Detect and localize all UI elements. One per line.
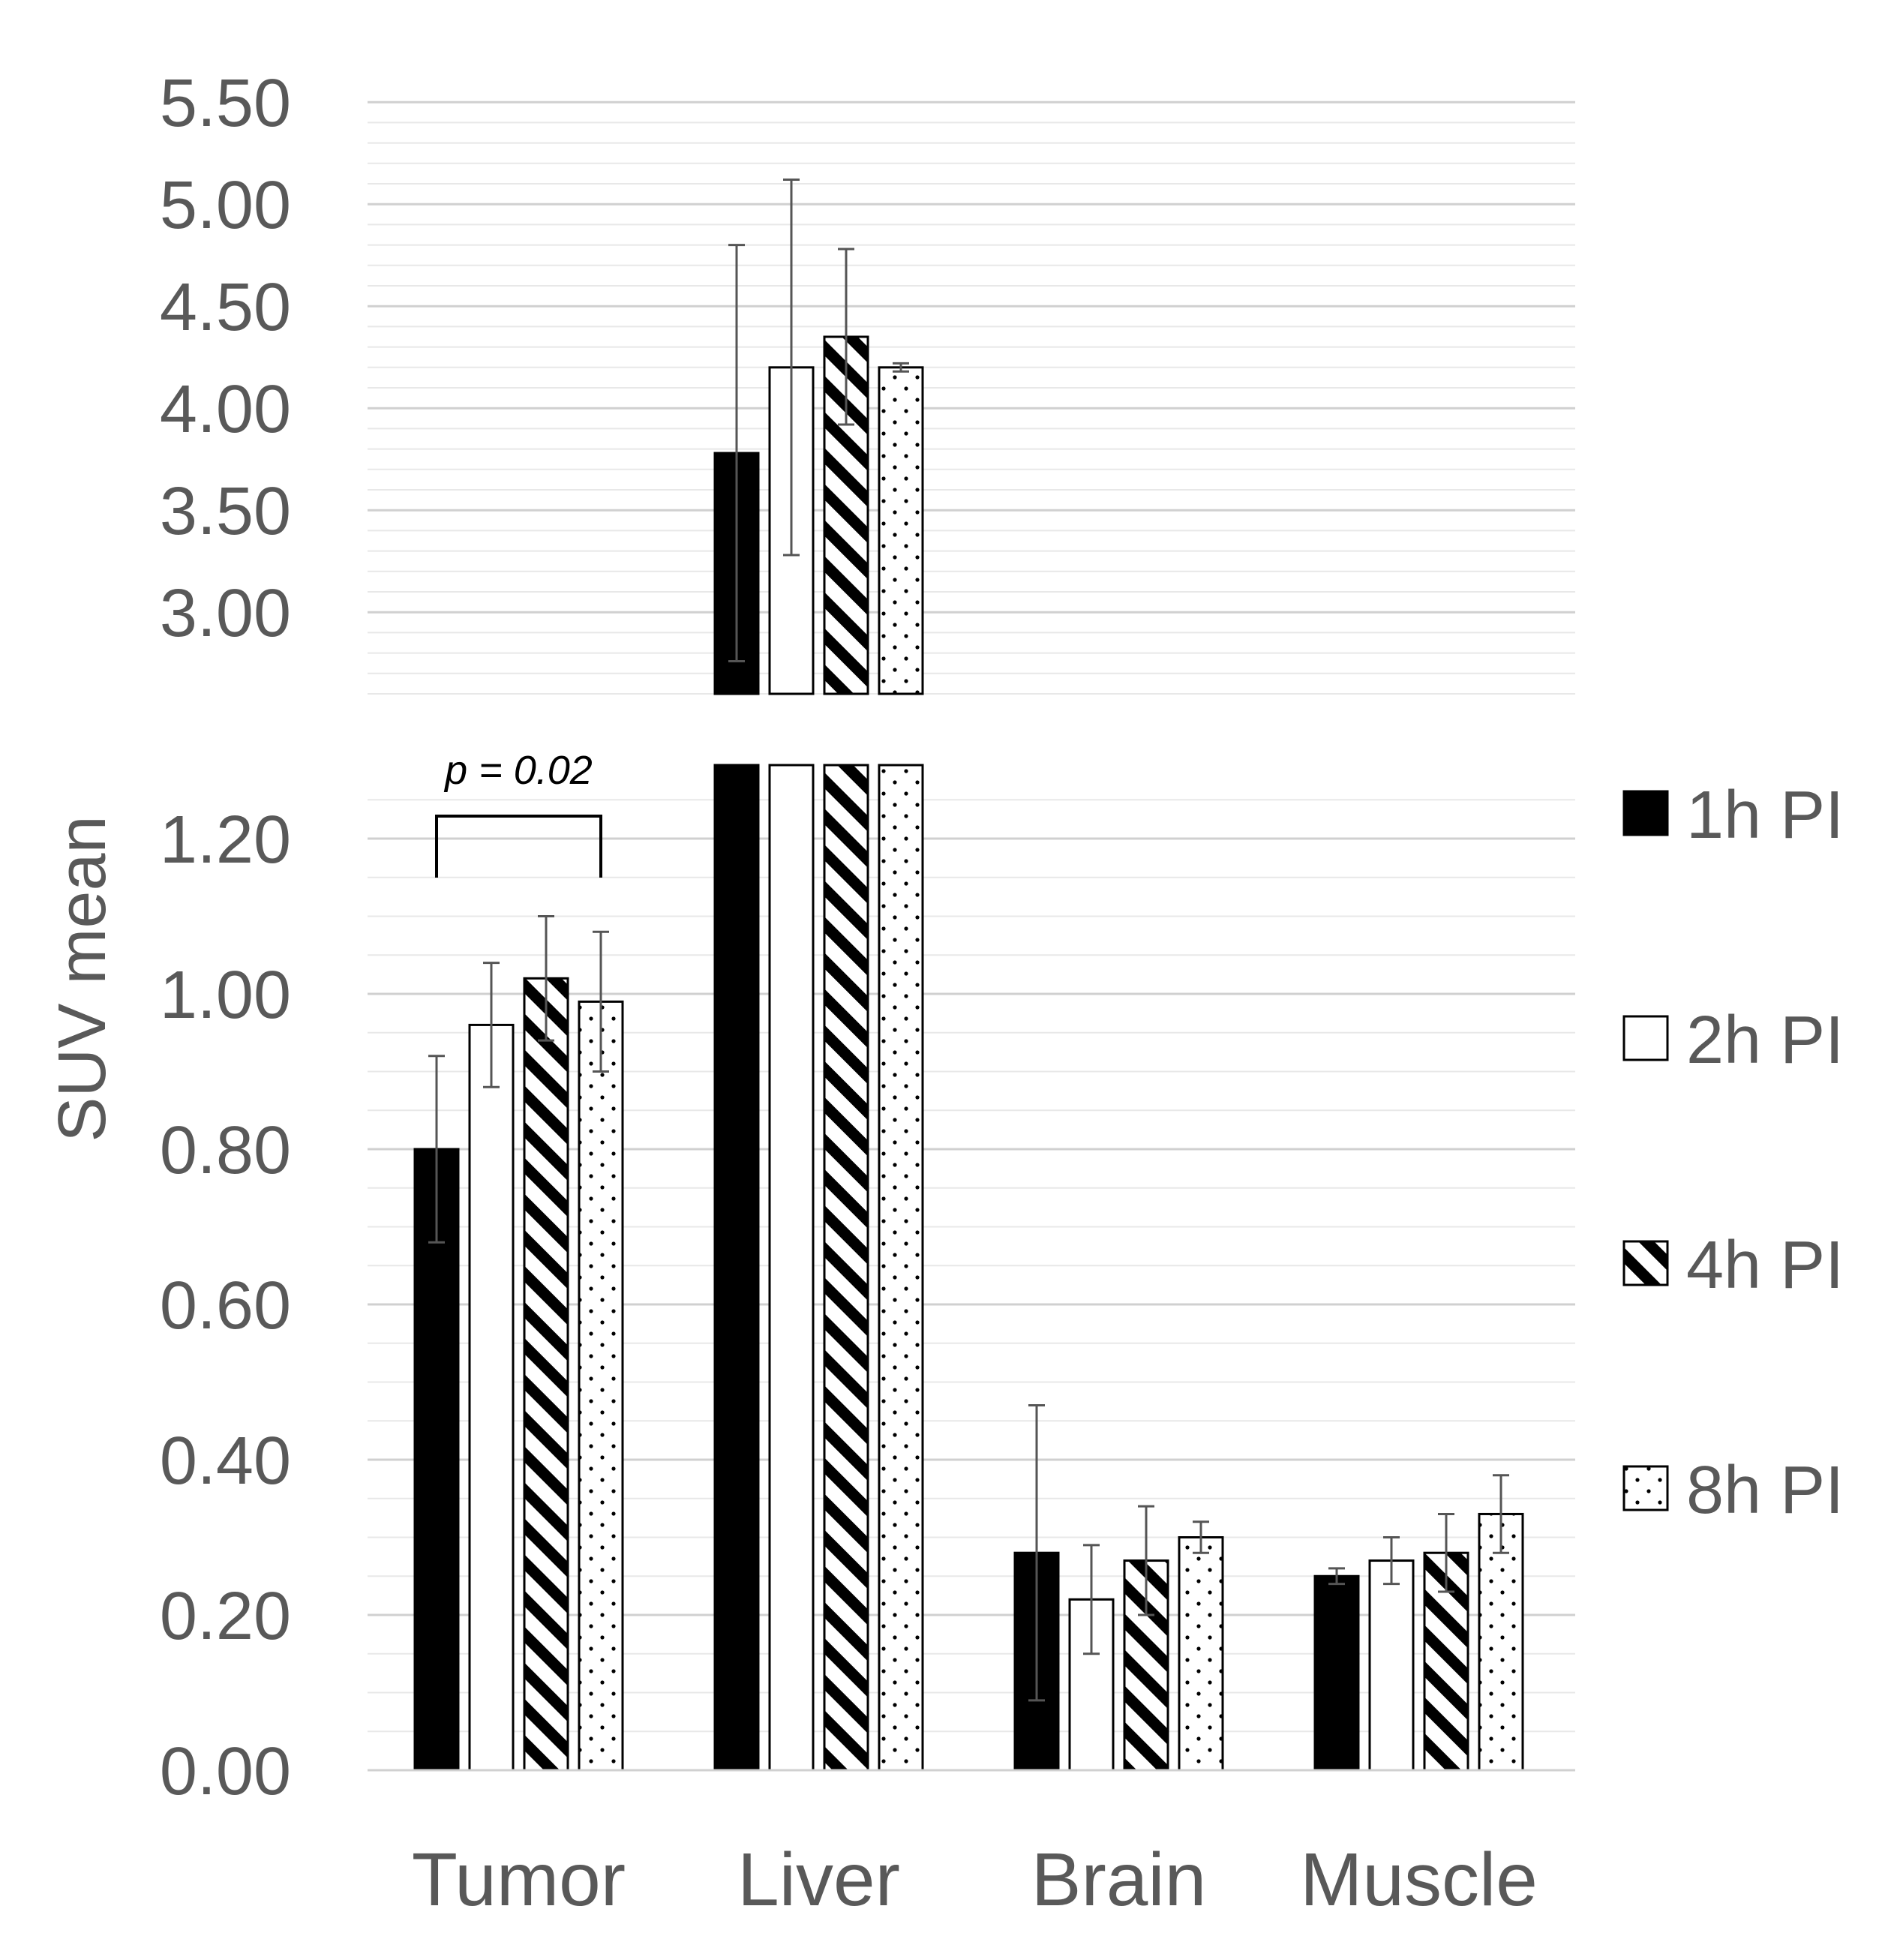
legend-label: 1h PI: [1686, 778, 1844, 853]
y-tick-label-lower: 0.40: [160, 1424, 291, 1499]
y-tick-label-upper: 3.00: [160, 576, 291, 651]
x-tick-label: Brain: [1031, 1838, 1206, 1922]
y-tick-label-lower: 0.80: [160, 1113, 291, 1188]
y-tick-label-upper: 4.00: [160, 372, 291, 447]
bar: [1178, 1536, 1224, 1772]
y-tick-label-upper: 5.00: [160, 168, 291, 243]
y-axis-title: SUV mean: [45, 815, 120, 1142]
y-tick-label-upper: 5.50: [160, 66, 291, 141]
y-tick-label-lower: 1.20: [160, 803, 291, 878]
bar: [1478, 1512, 1524, 1772]
bar: [523, 977, 569, 1772]
legend-swatch: [1622, 1465, 1669, 1511]
bar-lower-segment: [878, 764, 924, 1772]
legend-swatch: [1622, 790, 1669, 836]
axes: 0.00 0.20 0.40 0.60 0.80 1.00 1.20 3.00 3.50 4.00…: [160, 66, 1575, 1922]
legend-swatch: [1622, 1015, 1669, 1061]
y-tick-label-lower: 0.20: [160, 1579, 291, 1654]
bar-lower-segment: [713, 764, 760, 1772]
bar: [578, 1000, 624, 1772]
legend-label: 2h PI: [1686, 1003, 1844, 1078]
p-value-annotation: p = 0.02: [443, 748, 593, 793]
bars: [413, 179, 1524, 1772]
x-tick-label: Muscle: [1300, 1838, 1538, 1922]
bar-lower-segment: [768, 764, 815, 1772]
x-tick-label: Tumor: [412, 1838, 626, 1922]
bar: [468, 1023, 515, 1772]
legend-label: 4h PI: [1686, 1228, 1844, 1303]
legend-swatch: [1622, 1240, 1669, 1286]
legend-label: 8h PI: [1686, 1453, 1844, 1528]
y-tick-label-upper: 4.50: [160, 270, 291, 345]
bar: [1368, 1559, 1415, 1772]
bar-lower-segment: [823, 764, 869, 1772]
bar: [1313, 1574, 1360, 1772]
y-tick-label-upper: 3.50: [160, 474, 291, 549]
legend: 1h PI 2h PI 4h PI 8h PI: [1622, 778, 1844, 1528]
significance-bracket: [435, 815, 602, 878]
bar: [878, 366, 924, 695]
y-tick-label-lower: 0.00: [160, 1734, 291, 1809]
x-tick-label: Liver: [737, 1838, 900, 1922]
y-tick-label-lower: 1.00: [160, 958, 291, 1033]
y-tick-label-lower: 0.60: [160, 1268, 291, 1343]
